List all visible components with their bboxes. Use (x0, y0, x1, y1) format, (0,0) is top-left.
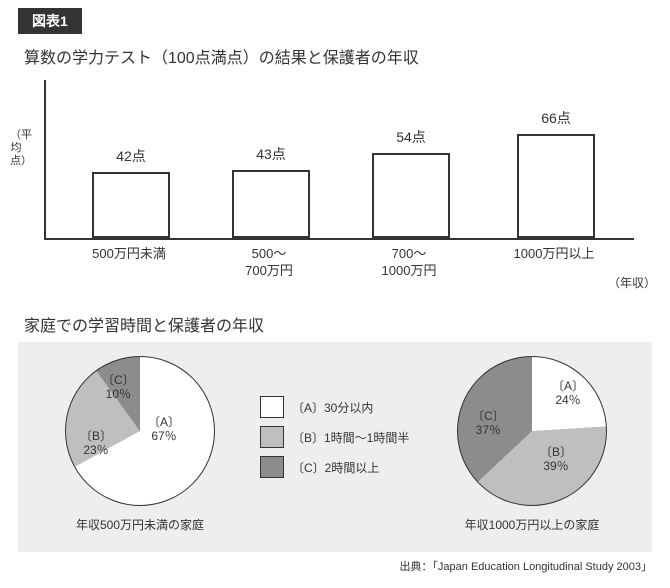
x-category-label: 500～ 700万円 (204, 246, 334, 280)
bar-value-label: 66点 (511, 108, 601, 128)
slice-label: 〔C〕 37％ (472, 409, 505, 438)
bar (517, 134, 595, 238)
legend-swatch (260, 456, 284, 478)
legend-label: 〔B〕1時間～1時間半 (292, 429, 409, 446)
bar-value-label: 54点 (366, 127, 456, 147)
legend-swatch (260, 426, 284, 448)
slice-label: 〔B〕 39％ (540, 445, 572, 474)
bar (92, 172, 170, 238)
legend-row: 〔C〕2時間以上 (260, 452, 410, 482)
pie-section-title: 家庭での学習時間と保護者の年収 (24, 312, 670, 336)
x-axis-title: （年収） (608, 274, 656, 291)
bar (372, 153, 450, 238)
pie-panel: 〔A〕30分以内〔B〕1時間～1時間半〔C〕2時間以上 〔A〕 67％ 〔B〕 2… (18, 342, 652, 552)
pie-caption: 年収500万円未満の家庭 (50, 516, 230, 533)
x-category-label: 500万円未満 (64, 246, 194, 263)
x-category-label: 700～ 1000万円 (344, 246, 474, 280)
legend-label: 〔C〕2時間以上 (292, 459, 379, 476)
y-axis-label: （平均点） (10, 129, 22, 169)
pie-wrap: 〔A〕 24％ 〔B〕 39％ 〔C〕 37％ 年収1000万円以上の家庭 (442, 342, 622, 533)
source-line: 出典：「Japan Education Longitudinal Study 2… (0, 558, 652, 574)
legend-row: 〔A〕30分以内 (260, 392, 410, 422)
bar-value-label: 42点 (86, 146, 176, 166)
pie-wrap: 〔A〕 67％ 〔B〕 23％ 〔C〕 10％ 年収500万円未満の家庭 (50, 342, 230, 533)
bar-plot: 42点 43点 54点 66点 (44, 80, 634, 240)
legend-swatch (260, 396, 284, 418)
bar-group: 42点 (86, 172, 176, 238)
pie-chart: 〔A〕 67％ 〔B〕 23％ 〔C〕 10％ (65, 356, 215, 506)
bar-group: 66点 (511, 134, 601, 238)
bar-value-label: 43点 (226, 144, 316, 164)
bar-group: 54点 (366, 153, 456, 238)
slice-label: 〔A〕 24％ (552, 379, 584, 408)
legend-row: 〔B〕1時間～1時間半 (260, 422, 410, 452)
x-category-label: 1000万円以上 (489, 246, 619, 263)
pie-chart: 〔A〕 24％ 〔B〕 39％ 〔C〕 37％ (457, 356, 607, 506)
legend-label: 〔A〕30分以内 (292, 399, 373, 416)
bar-group: 43点 (226, 170, 316, 238)
bar-chart-title: 算数の学力テスト（100点満点）の結果と保護者の年収 (24, 44, 670, 68)
pie-legend: 〔A〕30分以内〔B〕1時間～1時間半〔C〕2時間以上 (260, 392, 410, 482)
bar-chart: （平均点） 42点43点54点66点 500万円未満500～ 700万円700～… (32, 74, 652, 284)
slice-label: 〔B〕 23％ (80, 429, 112, 458)
slice-label: 〔C〕 10％ (102, 373, 135, 402)
pie-caption: 年収1000万円以上の家庭 (442, 516, 622, 533)
bar (232, 170, 310, 238)
slice-label: 〔A〕 67％ (148, 415, 180, 444)
figure-badge: 図表1 (18, 8, 82, 34)
